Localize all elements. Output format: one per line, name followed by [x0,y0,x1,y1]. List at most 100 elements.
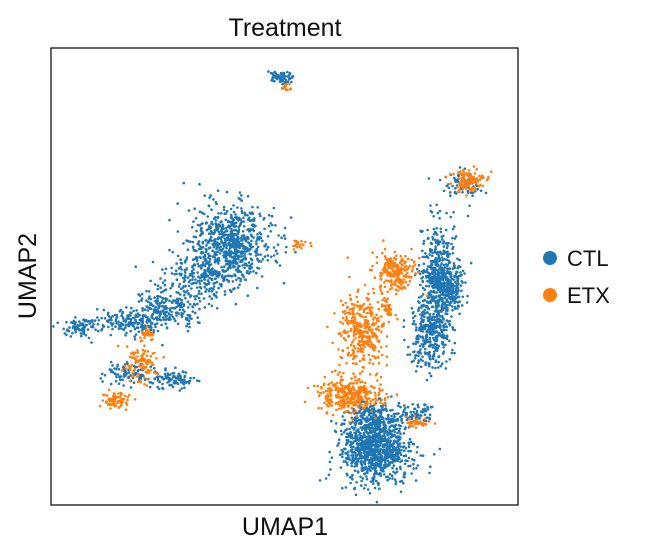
point-ctl-c12 [355,464,359,468]
point-ctl-c10 [448,358,452,361]
point-ctl-c3 [236,286,240,289]
point-etx-c2 [414,272,418,275]
point-ctl-c7 [122,384,125,387]
point-ctl-c10 [422,339,425,342]
point-ctl-c5 [139,325,143,329]
point-etx-c3 [382,324,385,328]
point-ctl-c2 [266,259,270,262]
point-etx-c5 [133,368,137,371]
point-ctl-c2 [249,247,252,251]
point-ctl-c4 [143,308,147,311]
point-ctl-c10 [429,358,432,361]
point-ctl-c2 [250,239,253,243]
point-etx-c3 [357,343,360,346]
point-etx-c4 [320,407,323,410]
point-ctl-c10 [445,325,449,329]
point-ctl-c10 [428,332,432,336]
point-etx-c4 [323,401,326,405]
point-ctl-c5 [125,306,128,309]
point-ctl-c11 [450,305,454,308]
point-etx-c3 [349,354,353,357]
point-ctl-c2 [232,234,235,238]
point-ctl-c11 [450,278,454,281]
point-ctl-c11 [460,273,463,277]
point-etx-c4 [369,400,373,403]
point-ctl-c12 [401,445,405,449]
point-ctl-c2 [246,294,250,298]
point-ctl-c2 [192,220,195,223]
point-ctl-c12 [393,415,396,418]
point-etx-c2 [397,289,400,292]
point-ctl-c10 [421,330,425,333]
point-ctl-c3 [235,262,238,266]
point-etx-c5 [143,383,146,386]
point-ctl-c3 [228,265,231,268]
point-ctl-c13 [334,422,338,425]
point-ctl-c12 [386,452,390,456]
point-ctl-c4 [183,293,186,297]
point-ctl-c9 [461,269,465,273]
point-etx-c4 [350,397,353,401]
point-ctl-c6 [69,335,73,338]
point-etx-c4 [327,401,331,405]
point-ctl-c8 [156,375,160,379]
point-ctl-c9 [416,364,419,368]
point-etx-c5 [136,351,139,354]
point-etx-c3 [363,307,367,311]
point-ctl-c11 [431,280,435,283]
point-ctl-c3 [204,262,208,266]
point-ctl-c13 [362,413,366,417]
point-etx-c4 [365,393,369,396]
point-etx-c0 [288,82,291,86]
point-etx-c3 [372,323,376,327]
point-etx-c4 [353,376,357,379]
point-ctl-c3 [204,290,207,294]
point-ctl-c12 [402,454,406,458]
point-etx-c2 [412,261,416,264]
point-etx-c3 [375,336,378,340]
point-ctl-c2 [235,234,238,237]
point-etx-c3 [347,334,351,338]
point-ctl-c2 [274,259,278,263]
point-etx-c2 [387,266,390,269]
point-ctl-c3 [215,280,219,284]
point-ctl-c2 [246,235,249,239]
point-ctl-c12 [364,483,367,487]
point-ctl-c12 [411,442,415,446]
point-ctl-c4 [145,299,148,302]
point-ctl-c12 [345,472,349,476]
point-ctl-c13 [375,439,378,442]
point-etx-c2 [392,274,396,278]
point-ctl-c7 [100,372,104,376]
point-ctl-c9 [432,269,436,272]
point-ctl-c12 [399,467,402,471]
point-etx-c2 [408,280,412,283]
point-ctl-c10 [438,323,442,327]
point-etx-c4 [376,379,379,382]
point-ctl-c5 [97,319,101,322]
point-etx-c2 [387,280,391,283]
point-etx-c1 [467,169,471,172]
point-ctl-c3 [224,259,227,262]
point-etx-c4 [340,379,343,383]
point-ctl-c10 [441,352,445,355]
point-ctl-c10 [426,311,429,314]
point-ctl-c4 [187,292,190,295]
point-ctl-c3 [208,287,211,291]
point-ctl-c3 [204,273,207,276]
point-etx-c4 [363,381,367,385]
point-ctl-c2 [241,254,245,258]
point-ctl-c4 [150,302,153,306]
point-etx-c4 [359,385,363,389]
point-etx-c3 [376,355,380,359]
point-ctl-c4 [188,303,192,306]
point-ctl-c4 [175,301,179,304]
point-ctl-c12 [376,456,380,459]
point-ctl-c3 [196,271,199,274]
point-ctl-c10 [406,353,410,357]
point-ctl-c10 [408,353,412,356]
point-ctl-c2 [242,275,245,279]
point-ctl-c4 [157,306,161,310]
point-ctl-c13 [368,439,372,442]
point-ctl-c13 [369,422,373,426]
